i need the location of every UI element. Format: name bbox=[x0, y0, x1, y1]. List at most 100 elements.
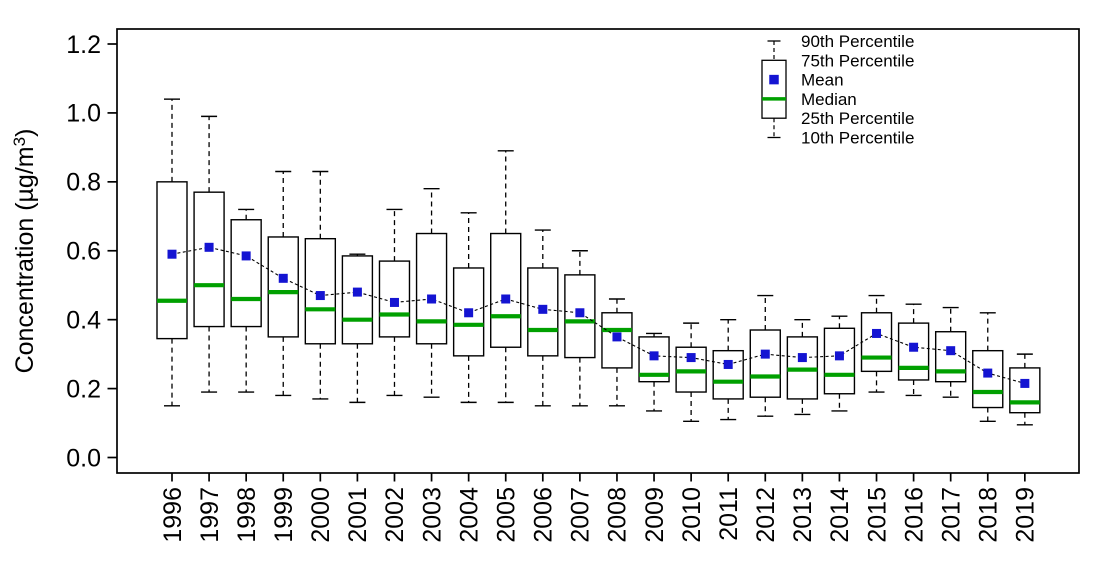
mean-marker-1998 bbox=[241, 251, 251, 261]
y-axis-title: Concentration (µg/m3) bbox=[10, 129, 39, 374]
mean-marker-2005 bbox=[501, 294, 511, 304]
y-tick-label: 0.0 bbox=[66, 444, 101, 472]
boxplot-2001 bbox=[341, 253, 374, 404]
mean-marker-1997 bbox=[204, 242, 214, 252]
legend-label-10th-percentile: 10th Percentile bbox=[801, 128, 914, 147]
boxplot-2018 bbox=[972, 312, 1004, 423]
x-tick-label: 2008 bbox=[604, 487, 632, 543]
iqr-box bbox=[712, 349, 744, 400]
iqr-box bbox=[1009, 367, 1041, 414]
mean-marker-2004 bbox=[464, 308, 474, 318]
boxplot-2019 bbox=[1009, 353, 1041, 426]
x-tick-label: 2003 bbox=[418, 487, 446, 543]
x-tick-label: 2001 bbox=[344, 487, 372, 543]
x-axis: 1996 1997 1998 1999 2000 2001 2002 2003 2004 2005… bbox=[159, 473, 1040, 543]
x-tick-label: 2012 bbox=[752, 487, 780, 543]
mean-marker-2012 bbox=[760, 349, 770, 359]
legend-mean-marker bbox=[769, 74, 779, 85]
iqr-box bbox=[860, 312, 893, 373]
mean-marker-2009 bbox=[649, 351, 659, 361]
x-tick-label: 2002 bbox=[381, 487, 409, 543]
iqr-box bbox=[823, 327, 856, 395]
boxplot-2003 bbox=[415, 188, 448, 398]
iqr-box bbox=[415, 232, 448, 345]
x-tick-label: 1998 bbox=[233, 487, 261, 543]
legend-label-mean: Mean bbox=[801, 71, 844, 90]
boxplot-2012 bbox=[749, 294, 781, 417]
x-tick-label: 2010 bbox=[678, 487, 706, 543]
mean-marker-2018 bbox=[983, 368, 993, 378]
y-tick-label: 1.0 bbox=[66, 100, 101, 128]
iqr-box bbox=[341, 255, 374, 345]
iqr-box bbox=[749, 329, 781, 398]
mean-marker-2000 bbox=[315, 291, 325, 301]
iqr-box bbox=[490, 232, 522, 348]
x-tick-label: 2017 bbox=[937, 487, 965, 543]
mean-marker-2003 bbox=[427, 294, 437, 304]
mean-marker-2014 bbox=[834, 351, 844, 361]
x-tick-label: 2007 bbox=[567, 487, 595, 543]
mean-marker-2002 bbox=[389, 297, 399, 307]
y-tick-label: 0.6 bbox=[66, 238, 101, 266]
boxplot-2006 bbox=[527, 229, 559, 407]
mean-marker-2001 bbox=[352, 287, 362, 297]
mean-marker-2008 bbox=[612, 332, 622, 342]
boxplot-2013 bbox=[786, 318, 819, 416]
x-tick-label: 1997 bbox=[196, 487, 224, 543]
x-tick-label: 2009 bbox=[641, 487, 669, 543]
x-tick-label: 2000 bbox=[307, 487, 335, 543]
x-tick-label: 2005 bbox=[492, 487, 520, 543]
x-tick-label: 2004 bbox=[455, 487, 483, 543]
x-tick-label: 2011 bbox=[715, 487, 743, 541]
mean-marker-2019 bbox=[1020, 378, 1030, 388]
mean-marker-2010 bbox=[686, 353, 696, 363]
x-tick-label: 2015 bbox=[863, 487, 891, 543]
x-tick-label: 2018 bbox=[975, 487, 1003, 543]
legend-label-25th-percentile: 25th Percentile bbox=[801, 109, 914, 128]
y-tick-label: 0.2 bbox=[66, 375, 101, 403]
x-tick-label: 1996 bbox=[159, 487, 187, 543]
legend-label-90th-percentile: 90th Percentile bbox=[801, 32, 914, 51]
boxplot-2011 bbox=[712, 318, 744, 421]
mean-marker-2017 bbox=[946, 346, 956, 356]
boxplot-2016 bbox=[897, 303, 930, 397]
y-tick-label: 0.8 bbox=[66, 169, 101, 197]
iqr-box bbox=[934, 331, 967, 383]
x-tick-label: 2006 bbox=[530, 487, 558, 543]
legend-label-median: Median bbox=[801, 90, 857, 109]
y-axis: 0.0 0.2 0.4 0.6 0.8 1.0 1.2 bbox=[66, 31, 117, 472]
mean-marker-2011 bbox=[723, 359, 733, 369]
x-tick-label: 2016 bbox=[900, 487, 928, 543]
iqr-box bbox=[972, 349, 1004, 409]
x-tick-label: 2019 bbox=[1012, 487, 1040, 543]
legend-label-75th-percentile: 75th Percentile bbox=[801, 51, 914, 70]
mean-marker-2016 bbox=[909, 342, 919, 352]
mean-marker-2015 bbox=[872, 328, 882, 338]
boxplot-1998 bbox=[230, 208, 262, 393]
mean-marker-1999 bbox=[278, 273, 288, 283]
iqr-box bbox=[267, 236, 299, 338]
legend-iqr-box bbox=[761, 59, 787, 119]
iqr-box bbox=[156, 181, 188, 340]
x-tick-label: 2014 bbox=[826, 487, 854, 543]
boxplot-2005 bbox=[490, 150, 522, 404]
boxplot-1997 bbox=[193, 115, 225, 393]
iqr-box bbox=[193, 191, 225, 328]
boxplot-1996 bbox=[156, 98, 188, 407]
boxplot-1999 bbox=[267, 170, 299, 397]
mean-marker-2006 bbox=[538, 304, 548, 314]
x-tick-label: 1999 bbox=[270, 487, 298, 543]
x-tick-label: 2013 bbox=[789, 487, 817, 543]
y-tick-label: 0.4 bbox=[66, 306, 101, 334]
boxplot-2015 bbox=[860, 294, 893, 393]
y-tick-label: 1.2 bbox=[66, 31, 101, 59]
boxplot-2014 bbox=[823, 315, 856, 412]
iqr-box bbox=[527, 267, 559, 357]
iqr-box bbox=[230, 219, 262, 328]
mean-marker-2013 bbox=[797, 353, 807, 363]
mean-marker-2007 bbox=[575, 308, 585, 318]
mean-marker-1996 bbox=[167, 249, 177, 259]
